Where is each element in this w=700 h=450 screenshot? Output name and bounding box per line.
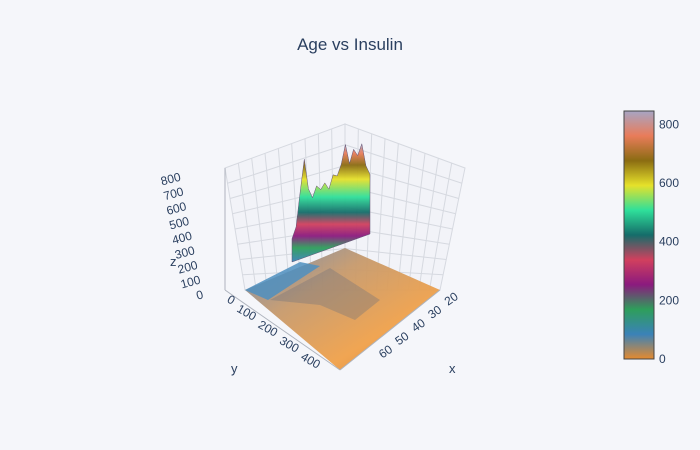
gridline bbox=[227, 144, 346, 184]
colorbar-tick: 0 bbox=[659, 352, 666, 366]
colorbar-tick: 600 bbox=[659, 176, 679, 190]
z-axis-title: z bbox=[170, 254, 177, 269]
chart-title: Age vs Insulin bbox=[297, 35, 403, 54]
y-tick: 200 bbox=[256, 317, 281, 339]
colorbar[interactable]: 0 200 400 600 800 bbox=[623, 110, 679, 366]
colorbar-tick-labels: 0 200 400 600 800 bbox=[659, 117, 679, 366]
y-axis-line bbox=[224, 289, 341, 371]
surface-shadow bbox=[270, 268, 380, 320]
colorbar-tick: 400 bbox=[659, 235, 679, 249]
colorbar-tick: 800 bbox=[659, 117, 679, 131]
y-tick: 0 bbox=[225, 292, 238, 308]
x-tick: 30 bbox=[425, 302, 444, 321]
z-tick: 400 bbox=[171, 228, 194, 247]
z-tick: 300 bbox=[173, 243, 196, 262]
colorbar-gradient bbox=[623, 110, 655, 360]
x-tick: 60 bbox=[376, 342, 395, 361]
z-tick: 200 bbox=[176, 258, 199, 277]
surface-ridge bbox=[291, 142, 371, 263]
x-axis-title: x bbox=[449, 361, 456, 376]
gridline bbox=[229, 165, 346, 199]
y-axis-title: y bbox=[231, 361, 238, 376]
z-tick: 0 bbox=[195, 287, 205, 302]
z-tick: 700 bbox=[162, 184, 185, 203]
y-tick: 100 bbox=[234, 301, 259, 323]
z-tick: 500 bbox=[168, 214, 191, 233]
gridline bbox=[344, 144, 463, 184]
x-tick: 20 bbox=[442, 289, 461, 308]
x-tick: 40 bbox=[409, 316, 428, 335]
x-tick: 50 bbox=[392, 329, 411, 348]
surface-strip bbox=[245, 262, 320, 300]
z-tick: 600 bbox=[165, 199, 188, 218]
z-tick: 100 bbox=[179, 273, 202, 292]
x-axis-line bbox=[339, 289, 441, 371]
y-tick: 400 bbox=[298, 349, 323, 371]
gridline bbox=[344, 248, 447, 260]
z-tick: 800 bbox=[159, 170, 182, 189]
colorbar-tick: 200 bbox=[659, 293, 679, 307]
y-tick: 300 bbox=[277, 333, 302, 355]
